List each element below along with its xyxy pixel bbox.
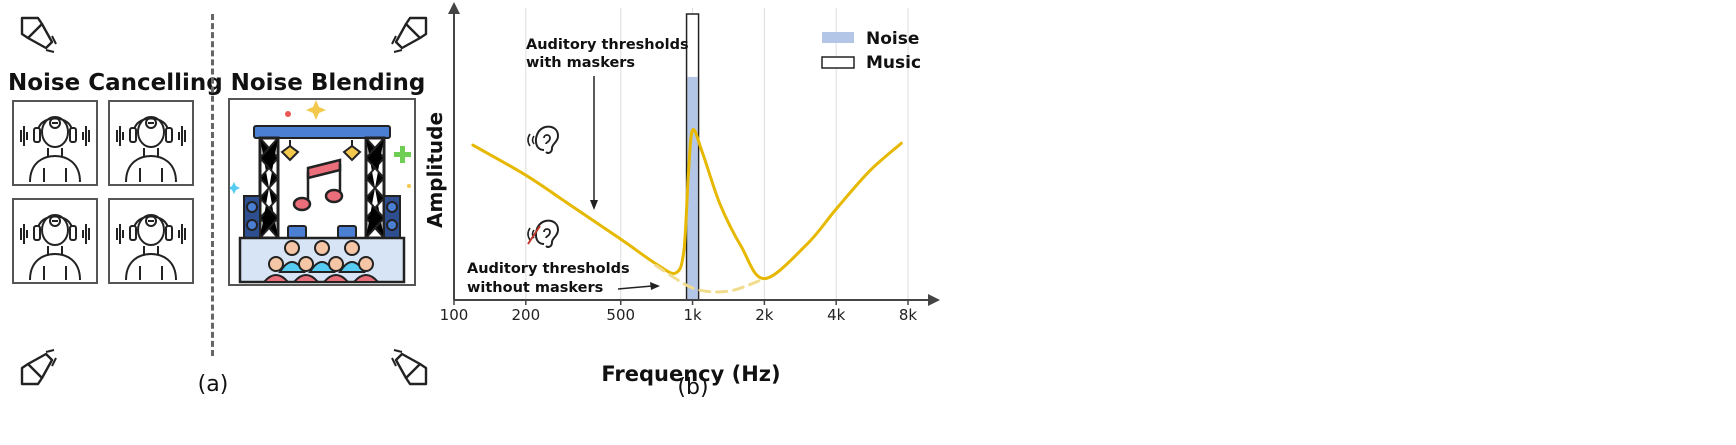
x-axis-label: Frequency (Hz): [601, 362, 780, 386]
y-axis-arrowhead: [448, 2, 460, 14]
noise-cancelling-title: Noise Cancelling: [8, 70, 223, 96]
headphone-person-tile: [12, 198, 98, 284]
legend-music-label: Music: [866, 53, 921, 73]
legend-noise-label: Noise: [866, 29, 919, 49]
x-tick-label: 1k: [683, 306, 702, 324]
panel-b-label: (b): [677, 375, 708, 400]
annotation-with-maskers-line1: Auditory thresholds: [526, 37, 689, 53]
speaker-icon: [391, 349, 428, 386]
headphone-person-icon: [116, 214, 186, 281]
concert-tile: [228, 98, 416, 286]
headphone-person-tile: [108, 198, 194, 284]
headphone-person-icon: [20, 214, 90, 281]
annotation-without-maskers-line1: Auditory thresholds: [467, 261, 630, 277]
headphone-person-icon: [20, 116, 90, 183]
legend-noise-swatch: [822, 32, 854, 43]
annotation-arrowhead-with: [590, 200, 598, 210]
x-tick-label: 8k: [899, 306, 918, 324]
x-tick-label: 500: [606, 306, 635, 324]
bar-noise: [687, 76, 698, 300]
threshold-curve-with-maskers: [471, 127, 903, 281]
x-axis-arrowhead: [928, 294, 940, 306]
ear-muted-icon: [527, 219, 560, 248]
speaker-icon: [20, 349, 57, 386]
annotation-arrow-without: [617, 285, 653, 290]
headphone-person-icon: [116, 116, 186, 183]
legend-music-swatch: [821, 56, 855, 69]
panel-a-label: (a): [197, 372, 229, 397]
frequency-chart: 100 200 500 1k 2k 4k 8k Frequency (Hz) Amplitu…: [423, 2, 940, 400]
panel-a: Noise Cancelling Noise Blending: [0, 0, 450, 445]
speaker-icon: [20, 16, 57, 53]
threshold-curve-without-maskers: [654, 263, 766, 294]
panel-divider: [211, 14, 214, 356]
noise-blending-title: Noise Blending: [230, 70, 426, 96]
annotation-arrowhead-without: [650, 282, 660, 290]
x-tick-label: 2k: [755, 306, 774, 324]
headphone-person-tile: [108, 100, 194, 186]
annotation-without-maskers-line2: without maskers: [467, 280, 603, 296]
speaker-icon: [391, 16, 428, 53]
headphone-person-tile: [12, 100, 98, 186]
y-axis-label: Amplitude: [423, 112, 447, 228]
ear-hearing-icon: [527, 125, 560, 154]
annotation-with-maskers-line2: with maskers: [526, 55, 635, 71]
x-tick-label: 200: [511, 306, 540, 324]
x-tick-label: 4k: [827, 306, 846, 324]
concert-stage-icon: [228, 100, 411, 284]
x-tick-label: 100: [440, 306, 469, 324]
